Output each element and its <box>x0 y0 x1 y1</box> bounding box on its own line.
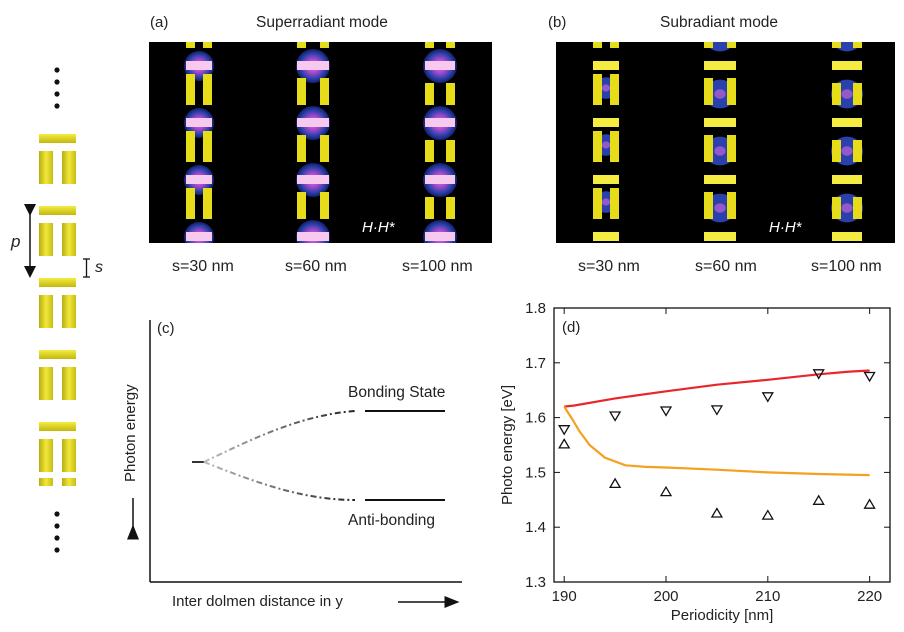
dolmen-chain-schematic: p s <box>0 0 110 627</box>
panel-b-title: Subradiant mode <box>660 14 779 31</box>
x-tick-label: 220 <box>857 588 882 605</box>
panel-b-hh-label: H·H* <box>769 219 802 236</box>
bonding-curve <box>203 410 356 463</box>
panel-d-letter: (d) <box>562 319 580 336</box>
continuation-dots-bottom <box>54 511 60 553</box>
marker-triangle-down <box>761 392 774 403</box>
chart-frame <box>553 307 891 583</box>
marker-triangle-up <box>558 438 571 449</box>
panel-a-hh-label: H·H* <box>362 219 395 236</box>
y-tick-label: 1.7 <box>525 355 546 372</box>
field-column <box>184 42 214 243</box>
marker-triangle-up <box>863 498 876 509</box>
energy-diagram: (c) Photon energy Bonding State Anti-bon… <box>120 300 480 620</box>
gap-label: s <box>95 259 103 276</box>
marker-triangle-down <box>558 425 571 436</box>
gap-marker <box>83 258 90 278</box>
bonding-state-label: Bonding State <box>348 384 446 401</box>
marker-triangle-down <box>812 369 825 380</box>
x-tick-label: 210 <box>755 588 780 605</box>
x-tick-label: 200 <box>653 588 678 605</box>
dolmen-unit <box>39 134 76 184</box>
chart-x-label: Periodicity [nm] <box>671 607 774 624</box>
panel-a-letter: (a) <box>150 14 169 31</box>
y-tick-label: 1.3 <box>525 574 546 591</box>
diagram-x-label: Inter dolmen distance in y <box>172 593 343 610</box>
diagram-x-label-text: Inter dolmen distance in y <box>172 593 343 610</box>
chart-y-label: Photo energy [eV] <box>499 385 516 505</box>
field-column <box>704 42 736 241</box>
series-line-0 <box>564 369 870 408</box>
field-column <box>423 42 457 243</box>
field-column <box>831 42 863 241</box>
x-tick-label: 190 <box>552 588 577 605</box>
field-column <box>296 42 330 243</box>
marker-triangle-down <box>659 406 673 417</box>
panel-b-letter: (b) <box>548 14 567 31</box>
subradiant-map-svg <box>593 42 863 241</box>
marker-triangle-down <box>608 411 622 422</box>
series-line-1 <box>563 406 870 477</box>
marker-triangle-down <box>710 405 724 416</box>
panel-b-s60-label: s=60 nm <box>695 258 757 275</box>
panel-c-letter: (c) <box>157 320 175 337</box>
dolmen-chain-svg <box>24 67 90 553</box>
marker-triangle-up <box>710 507 724 518</box>
continuation-dots-top <box>54 67 60 109</box>
period-label: p <box>11 232 21 251</box>
panel-a-s60-label: s=60 nm <box>285 258 347 275</box>
marker-triangle-down <box>863 371 876 383</box>
diagram-y-label: Photon energy <box>122 384 139 482</box>
panel-b-s30-label: s=30 nm <box>578 258 640 275</box>
dolmen-unit <box>39 350 76 400</box>
dolmen-unit <box>39 206 76 256</box>
antibonding-label: Anti-bonding <box>348 512 436 529</box>
energy-diagram-svg <box>127 320 462 608</box>
panel-a-s30-label: s=30 nm <box>172 258 234 275</box>
panel-b-s100-label: s=100 nm <box>811 258 882 275</box>
marker-triangle-up <box>608 477 622 489</box>
antibonding-curve <box>203 461 356 501</box>
superradiant-map-svg <box>184 42 457 243</box>
marker-triangle-up <box>659 485 673 497</box>
y-tick-label: 1.5 <box>525 464 546 481</box>
dolmen-units <box>39 134 76 486</box>
y-tick-label: 1.4 <box>525 519 546 536</box>
energy-chart: 190 200 210 220 1.3 1.4 1.5 1.6 1.7 1.8 (d) Periodi… <box>490 296 904 627</box>
y-tick-label: 1.6 <box>525 410 546 427</box>
superradiant-field-map: H·H* <box>149 42 492 243</box>
field-column <box>593 42 619 241</box>
marker-triangle-up <box>812 494 825 505</box>
energy-chart-svg: 190 200 210 220 1.3 1.4 1.5 1.6 1.7 1.8 (d) Periodi… <box>499 300 891 624</box>
panel-a-title: Superradiant mode <box>256 14 388 31</box>
y-tick-label: 1.8 <box>525 300 546 317</box>
marker-triangle-up <box>761 509 774 520</box>
subradiant-field-map: H·H* <box>556 42 895 243</box>
panel-a-s100-label: s=100 nm <box>402 258 473 275</box>
dolmen-unit <box>39 422 76 472</box>
dolmen-unit <box>39 278 76 328</box>
